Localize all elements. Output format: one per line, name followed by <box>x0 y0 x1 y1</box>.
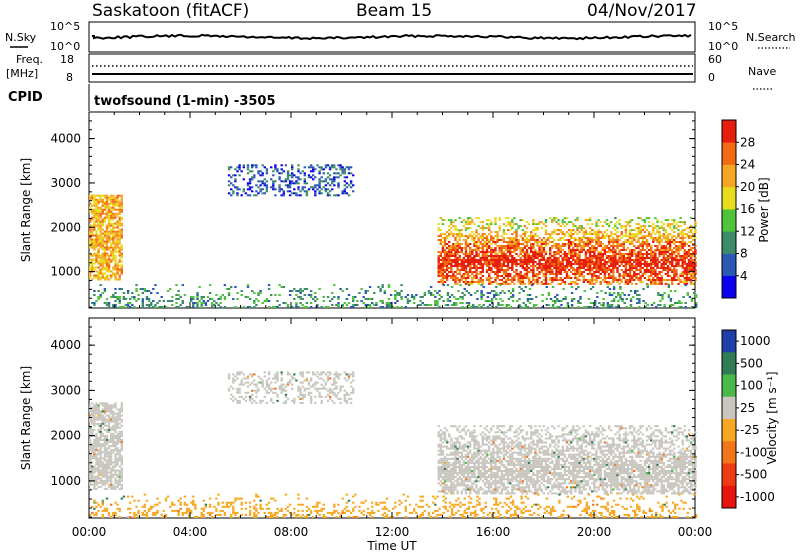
freq-right-tick-top: 60 <box>708 53 722 66</box>
x-tick-label: 04:00 <box>173 525 208 539</box>
power-panel: 1000 2000 3000 4000 Slant Range [km] 4 8 12 16… <box>19 112 771 308</box>
colorbar-swatch <box>722 142 736 165</box>
noise-sky-line <box>92 35 691 39</box>
colorbar-swatch <box>722 120 736 143</box>
colorbar-tick-label: 100 <box>740 379 763 393</box>
date-title: 04/Nov/2017 <box>587 1 697 21</box>
colorbar-tick-label: 8 <box>740 247 748 261</box>
x-tick-label: 00:00 <box>678 525 713 539</box>
x-tick-label: 16:00 <box>476 525 511 539</box>
noise-panel: N.Sky 10^5 10^0 10^5 10^0 N.Search <box>5 20 796 53</box>
noise-right-tick-bottom: 10^0 <box>708 40 738 53</box>
power-colorbar: 4 8 12 16 20 24 28 <box>722 120 755 298</box>
colorbar-swatch <box>722 165 736 188</box>
colorbar-tick-label: -1000 <box>740 490 775 504</box>
noise-left-tick-top: 10^5 <box>50 20 80 33</box>
noise-right-label: N.Search <box>746 31 796 44</box>
noise-right-tick-top: 10^5 <box>708 20 738 33</box>
colorbar-tick-label: 24 <box>740 158 755 172</box>
colorbar-swatch <box>722 231 736 254</box>
colorbar-tick-label: -100 <box>740 445 767 459</box>
y-tick-label: 1000 <box>50 265 81 279</box>
power-ylabel: Slant Range [km] <box>19 158 33 262</box>
colorbar-swatch <box>722 352 736 375</box>
y-tick-label: 1000 <box>50 474 81 488</box>
station-title: Saskatoon (fitACF) <box>92 1 249 21</box>
time-axis: 00:00 04:00 08:00 12:00 16:00 20:00 00:00 <box>72 525 713 539</box>
beam-title: Beam 15 <box>356 1 432 21</box>
colorbar-tick-label: 28 <box>740 135 755 149</box>
colorbar-swatch <box>722 187 736 210</box>
colorbar-tick-label: 4 <box>740 269 748 283</box>
power-echoes <box>89 164 697 308</box>
colorbar-tick-label: 12 <box>740 224 755 238</box>
freq-left-tick-top: 18 <box>60 53 74 66</box>
colorbar-swatch <box>722 419 736 442</box>
colorbar-swatch <box>722 209 736 232</box>
y-tick-label: 3000 <box>50 383 81 397</box>
x-tick-label: 20:00 <box>577 525 612 539</box>
colorbar-swatch <box>722 441 736 464</box>
x-tick-label: 08:00 <box>274 525 309 539</box>
x-tick-label: 12:00 <box>375 525 410 539</box>
cpid-label: CPID <box>8 90 43 105</box>
freq-left-label-2: [MHz] <box>6 67 38 80</box>
colorbar-tick-label: 25 <box>740 401 755 415</box>
colorbar-swatch <box>722 375 736 398</box>
xlabel: Time UT <box>366 539 417 553</box>
colorbar-swatch <box>722 397 736 420</box>
y-tick-label: 3000 <box>50 176 81 190</box>
colorbar-tick-label: 20 <box>740 180 755 194</box>
nave-label: Nave <box>748 65 776 78</box>
velocity-panel: 1000 2000 3000 4000 Slant Range [km] 1000 50… <box>19 318 779 518</box>
power-colorbar-title: Power [dB] <box>757 177 771 242</box>
cpid-value: twofsound (1-min) -3505 <box>94 94 276 109</box>
freq-left-label-1: Freq. <box>16 53 43 66</box>
freq-right-tick-bottom: 0 <box>708 71 715 84</box>
colorbar-tick-label: 500 <box>740 356 763 370</box>
colorbar-swatch <box>722 276 736 299</box>
frequency-panel: Freq. [MHz] 18 8 60 0 Nave <box>6 53 776 89</box>
colorbar-tick-label: -25 <box>740 423 760 437</box>
colorbar-swatch <box>722 254 736 277</box>
colorbar-swatch <box>722 486 736 509</box>
velocity-ylabel: Slant Range [km] <box>19 366 33 470</box>
colorbar-tick-label: 16 <box>740 202 755 216</box>
freq-left-tick-bottom: 8 <box>66 71 73 84</box>
x-tick-label: 00:00 <box>72 525 107 539</box>
noise-left-label: N.Sky <box>5 31 37 44</box>
colorbar-tick-label: 1000 <box>740 334 771 348</box>
velocity-colorbar-title: Velocity [m s⁻¹] <box>765 371 779 464</box>
y-tick-label: 2000 <box>50 429 81 443</box>
y-tick-label: 4000 <box>50 338 81 352</box>
velocity-echoes <box>89 371 697 518</box>
y-tick-label: 4000 <box>50 132 81 146</box>
colorbar-swatch <box>722 330 736 353</box>
colorbar-tick-label: -500 <box>740 468 767 482</box>
noise-left-tick-bottom: 10^0 <box>50 40 80 53</box>
cpid-row: CPID twofsound (1-min) -3505 <box>8 84 276 111</box>
colorbar-swatch <box>722 464 736 487</box>
y-tick-label: 2000 <box>50 220 81 234</box>
